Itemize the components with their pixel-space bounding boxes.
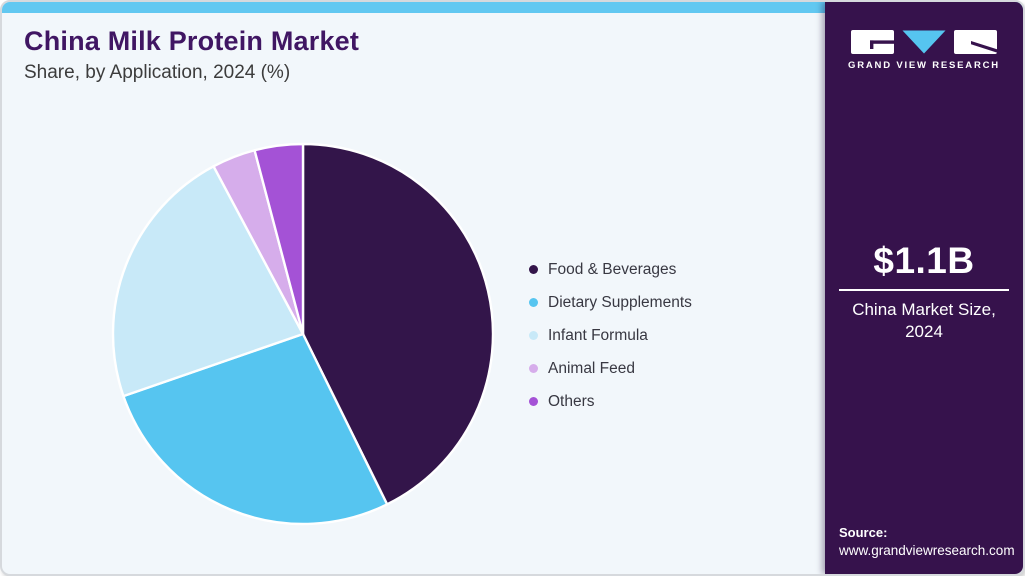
legend-swatch-icon [529,331,538,340]
legend-label: Animal Feed [548,359,636,377]
legend-label: Dietary Supplements [548,293,692,311]
market-size-label: China Market Size, 2024 [852,300,996,341]
legend-item-dietary-supplements: Dietary Supplements [529,294,692,311]
legend-swatch-icon [529,265,538,274]
market-size-block: $1.1B China Market Size, 2024 [825,240,1023,343]
chart-subtitle: Share, by Application, 2024 (%) [24,62,291,83]
market-size-value: $1.1B [873,240,975,281]
legend-swatch-icon [529,298,538,307]
legend: Food & Beverages Dietary Supplements Infan… [529,261,692,410]
pie-slice-others [253,142,305,336]
source-label: Source: [839,525,888,540]
legend-item-infant-formula: Infant Formula [529,327,692,344]
pie-slice-dietary-supplements [122,332,389,526]
source-block: Source: www.grandviewresearch.com [839,525,1015,558]
source-url: www.grandviewresearch.com [839,543,1015,558]
chart-header: China Milk Protein Market Share, by Appl… [24,26,359,84]
top-accent-bar [2,2,1023,13]
legend-item-food-beverages: Food & Beverages [529,261,692,278]
gvr-logo-text: GRAND VIEW RESEARCH [848,60,1000,71]
legend-label: Others [548,392,595,410]
legend-item-others: Others [529,393,692,410]
legend-swatch-icon [529,397,538,406]
pie-chart [111,142,495,526]
market-size-divider [839,289,1009,291]
pie-slice-infant-formula [111,165,305,398]
legend-item-animal-feed: Animal Feed [529,360,692,377]
legend-swatch-icon [529,364,538,373]
gvr-logo-icon [851,30,997,54]
pie-slice-food-beverages [301,142,495,506]
gvr-logo: GRAND VIEW RESEARCH [825,30,1023,71]
legend-label: Food & Beverages [548,260,677,278]
chart-title: China Milk Protein Market [24,26,360,56]
legend-label: Infant Formula [548,326,648,344]
brand-sidebar: GRAND VIEW RESEARCH $1.1B China Market S… [825,2,1023,574]
